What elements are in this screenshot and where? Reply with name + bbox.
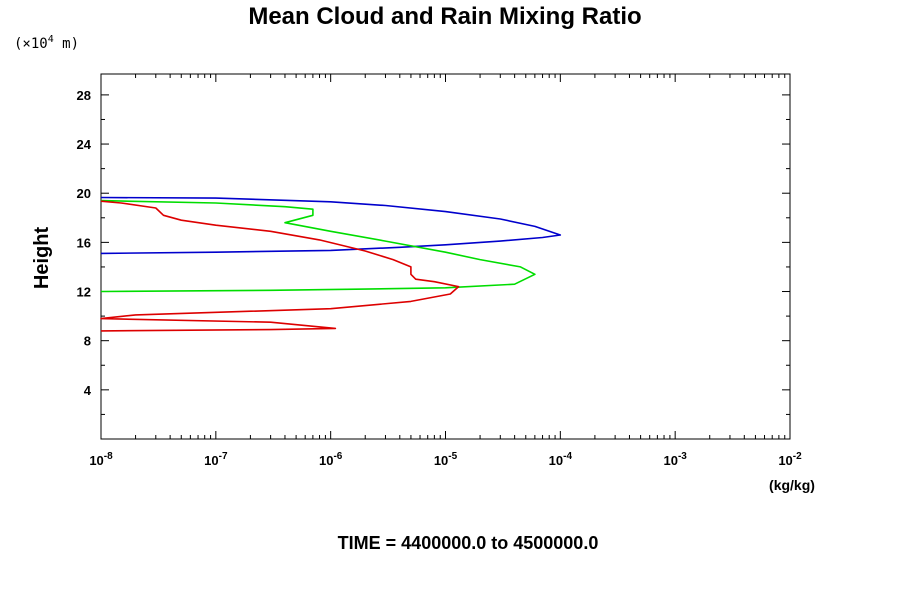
x-tick-label: 10-4 (549, 451, 573, 468)
x-tick-exponent: -4 (563, 451, 572, 462)
series-line-2 (100, 199, 536, 293)
x-tick-exponent: -8 (104, 451, 113, 462)
y-tick-label: 12 (77, 285, 91, 300)
x-tick-base: 10 (89, 453, 103, 468)
series-line-3 (100, 200, 460, 332)
y-tick-label: 16 (77, 235, 91, 250)
x-tick-base: 10 (434, 453, 448, 468)
y-axis-label: Height (31, 227, 53, 290)
series-line-1 (100, 196, 562, 255)
y-tick-label: 8 (84, 334, 91, 349)
x-tick-exponent: -6 (333, 451, 342, 462)
x-tick-exponent: -5 (448, 451, 457, 462)
x-tick-base: 10 (663, 453, 677, 468)
x-tick-base: 10 (319, 453, 333, 468)
x-tick-exponent: -2 (793, 451, 802, 462)
x-axis-unit-label: (kg/kg) (769, 477, 815, 493)
y-unit-prefix: (×10 (14, 36, 48, 52)
time-range-label: TIME = 4400000.0 to 4500000.0 (338, 533, 599, 553)
y-unit-exponent: 4 (48, 34, 54, 45)
series-layer (100, 196, 562, 332)
x-tick-exponent: -7 (219, 451, 228, 462)
x-tick-label: 10-8 (89, 451, 113, 468)
chart-title: Mean Cloud and Rain Mixing Ratio (248, 3, 641, 30)
y-unit-suffix: m) (54, 36, 79, 52)
x-tick-base: 10 (204, 453, 218, 468)
x-tick-exponent: -3 (678, 451, 687, 462)
y-tick-label: 24 (77, 137, 92, 152)
x-tick-label: 10-3 (663, 451, 687, 468)
y-unit-label: (×104 m) (14, 34, 79, 52)
x-tick-label: 10-5 (434, 451, 458, 468)
x-tick-label: 10-2 (778, 451, 802, 468)
plot-frame (100, 73, 791, 440)
y-tick-label: 20 (77, 186, 91, 201)
x-tick-base: 10 (778, 453, 792, 468)
x-tick-base: 10 (549, 453, 563, 468)
x-tick-label: 10-6 (319, 451, 343, 468)
x-tick-label: 10-7 (204, 451, 228, 468)
y-tick-label: 4 (84, 383, 92, 398)
y-tick-label: 28 (77, 88, 91, 103)
